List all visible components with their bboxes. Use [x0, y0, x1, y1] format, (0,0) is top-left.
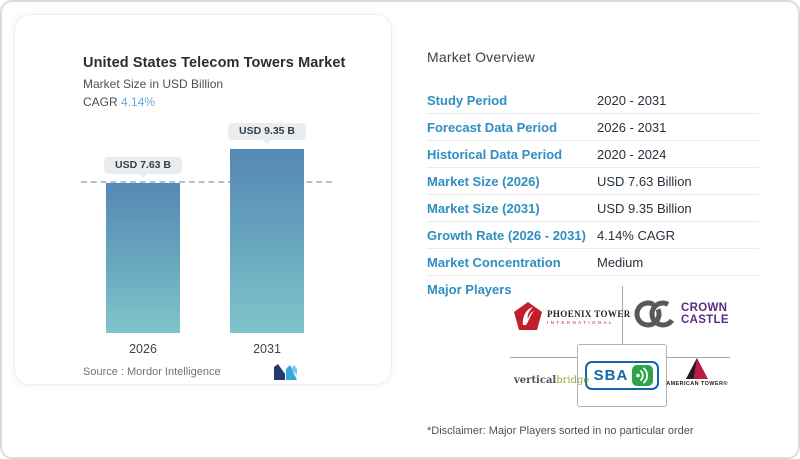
crown-castle-cc-icon	[634, 300, 677, 328]
row-label: Study Period	[427, 92, 508, 108]
crown-text-line2: CASTLE	[681, 314, 729, 326]
players-grid-horizontal-divider-left	[510, 357, 577, 358]
reference-dashed-line	[81, 181, 332, 183]
american-tower-text: AMERICAN TOWER®	[666, 381, 728, 387]
table-row-major-players: Major Players	[427, 276, 759, 303]
table-row-historical-period: Historical Data Period 2020 - 2024	[427, 141, 759, 168]
x-axis-label-2031: 2031	[253, 342, 281, 356]
chart-subtitle: Market Size in USD Billion	[83, 77, 224, 91]
table-row-study-period: Study Period 2020 - 2031	[427, 87, 759, 114]
overview-table: Study Period 2020 - 2031 Forecast Data P…	[427, 87, 759, 303]
overview-heading: Market Overview	[427, 49, 536, 65]
phoenix-diamond-icon	[514, 302, 542, 330]
cagr-label: CAGR	[83, 95, 122, 109]
vertical-bridge-logo[interactable]: verticalbridge	[514, 375, 589, 386]
row-value: USD 7.63 Billion	[597, 173, 692, 189]
row-value: Medium	[597, 254, 644, 270]
phoenix-sub-text: INTERNATIONAL	[547, 320, 614, 326]
row-value: 2026 - 2031	[597, 119, 667, 135]
table-row-market-size-2026: Market Size (2026) USD 7.63 Billion	[427, 168, 759, 195]
sba-signal-icon	[632, 365, 654, 386]
cagr-value: 4.14%	[121, 95, 156, 109]
sba-grid-cell: SBA	[577, 344, 667, 407]
bar-2031[interactable]	[230, 149, 304, 333]
table-row-market-size-2031: Market Size (2031) USD 9.35 Billion	[427, 195, 759, 222]
chart-title: United States Telecom Towers Market	[83, 55, 346, 71]
vertical-text: vertical	[514, 375, 557, 386]
row-label: Growth Rate (2026 - 2031)	[427, 227, 586, 243]
players-grid-vertical-divider	[622, 286, 623, 344]
players-grid-horizontal-divider-right	[667, 357, 730, 358]
table-row-forecast-period: Forecast Data Period 2026 - 2031	[427, 114, 759, 141]
source-attribution: Source : Mordor Intelligence	[83, 366, 221, 378]
bar-value-label-2026: USD 7.63 B	[104, 157, 182, 178]
market-size-chart-card: United States Telecom Towers Market Mark…	[14, 14, 392, 385]
chart-cagr: CAGR 4.14%	[83, 95, 155, 109]
row-value: USD 9.35 Billion	[597, 200, 692, 216]
row-label: Market Size (2026)	[427, 173, 540, 189]
players-disclaimer: *Disclaimer: Major Players sorted in no …	[427, 425, 694, 437]
row-label: Major Players	[427, 282, 512, 297]
row-value: 2020 - 2024	[597, 146, 667, 162]
crown-text-line1: CROWN	[681, 301, 728, 314]
x-axis-label-2026: 2026	[129, 342, 157, 356]
crown-castle-logo[interactable]: CROWN CASTLE	[634, 296, 729, 332]
mordor-intelligence-logo-icon	[274, 364, 297, 380]
bar-value-label-2031: USD 9.35 B	[228, 123, 306, 144]
american-tower-logo[interactable]: AMERICAN TOWER®	[665, 358, 729, 387]
row-label: Historical Data Period	[427, 146, 563, 162]
sba-communications-logo[interactable]: SBA	[584, 361, 660, 390]
row-value: 2020 - 2031	[597, 92, 667, 108]
table-row-market-concentration: Market Concentration Medium	[427, 249, 759, 276]
phoenix-tower-international-logo[interactable]: PHOENIX TOWER INTERNATIONAL	[513, 301, 631, 333]
phoenix-name-text: PHOENIX TOWER	[547, 308, 631, 319]
row-value: 4.14% CAGR	[597, 227, 676, 243]
row-label: Forecast Data Period	[427, 119, 558, 135]
american-tower-a-icon	[686, 358, 708, 379]
bridge-text: bridge	[556, 375, 590, 386]
sba-text: SBA	[593, 367, 629, 384]
table-row-growth-rate: Growth Rate (2026 - 2031) 4.14% CAGR	[427, 222, 759, 249]
bar-2026[interactable]	[106, 183, 180, 333]
row-label: Market Concentration	[427, 254, 561, 270]
row-label: Market Size (2031)	[427, 200, 540, 216]
